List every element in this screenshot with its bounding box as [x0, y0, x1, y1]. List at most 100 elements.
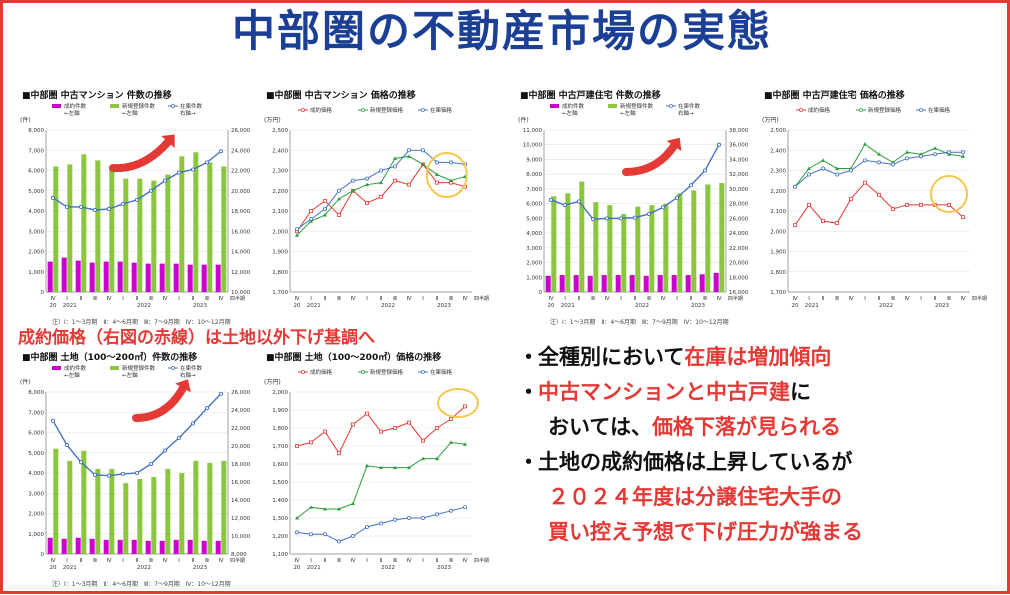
trend-arrow [132, 384, 187, 422]
legend-label: 成約価格 [808, 106, 831, 114]
bullet-line: ２０２４年度は分譲住宅大手の [518, 480, 998, 515]
point [835, 221, 839, 226]
trend-arrow [622, 142, 678, 176]
point-stock [176, 435, 182, 440]
point-stock [218, 391, 224, 396]
legend-marker [421, 370, 425, 374]
year-label: 2022 [381, 303, 395, 309]
x-tick-label: Ⅱ [80, 558, 83, 564]
y-tick-label: 2,400 [272, 148, 288, 154]
bullet-line: おいては、価格下落が見られる [518, 410, 998, 445]
year-label: 20 [294, 303, 301, 309]
point-stock [120, 471, 126, 476]
y-tick-label: 1,400 [272, 498, 288, 504]
x-tick-label: Ⅳ [904, 296, 910, 302]
bar-newlist [151, 180, 157, 292]
point-stock [78, 204, 84, 209]
y2-tick-label: 18,000 [231, 462, 251, 468]
year-label: 2021 [63, 565, 77, 571]
y2-tick-label: 16,000 [729, 290, 749, 296]
y-tick-label: 3,000 [526, 246, 542, 252]
point [435, 180, 439, 185]
series-line [794, 151, 963, 188]
point-stock [134, 470, 140, 476]
x-tick-label: Ⅲ [591, 296, 595, 302]
point [323, 198, 327, 203]
series-line [794, 181, 964, 226]
y2-tick-label: 36,000 [729, 143, 749, 149]
chart-svg: (件) 0 1,000 2,000 3,000 4,000 5,000 6,000 7,000 8… [518, 102, 749, 309]
point [918, 154, 923, 159]
y-tick-label: 11,000 [523, 128, 543, 134]
legend-swatch [608, 104, 617, 108]
y2-tick-label: 34,000 [729, 157, 749, 163]
legend-label: 成約価格 [310, 106, 333, 114]
bar-newlist [67, 460, 73, 554]
highlight-circle [437, 388, 479, 418]
year-label: 2023 [691, 303, 705, 309]
y2-tick-label: 26,000 [231, 390, 251, 396]
bar-newlist [165, 174, 171, 292]
legend-label: 成約件数 [64, 102, 87, 110]
bar-contract [131, 262, 137, 292]
point [337, 451, 341, 456]
point [365, 411, 369, 416]
y-axis-label: (万円) [264, 117, 281, 124]
y2-tick-label: 20,000 [729, 261, 749, 267]
x-tick-label: Ⅱ [878, 296, 881, 302]
series-line [296, 441, 466, 519]
x-tick-label: Ⅱ [136, 296, 139, 302]
y2-tick-label: 18,000 [231, 209, 251, 215]
x-tick-label: Ⅳ [162, 296, 168, 302]
y2-tick-label: 24,000 [231, 408, 251, 414]
bar-newlist [551, 196, 557, 292]
bar-newlist [221, 460, 227, 554]
point-stock [688, 183, 694, 188]
point-stock [50, 418, 56, 423]
chart-title: ■中部圏 土地（100～200㎡）価格の推移 [266, 353, 442, 363]
point [351, 178, 356, 183]
chart-title: ■中部圏 中古戸建住宅 件数の推移 [520, 91, 661, 101]
x-tick-label: Ⅲ [205, 558, 209, 564]
bar-newlist [137, 479, 143, 554]
y-tick-label: 7,000 [28, 410, 44, 416]
y-tick-label: 1,800 [272, 270, 288, 276]
point [393, 156, 397, 160]
bar-newlist [179, 156, 185, 292]
y2-tick-label: 14,000 [231, 498, 251, 504]
legend-marker [421, 108, 425, 112]
point [365, 463, 369, 468]
x-tick-label: Ⅳ [548, 296, 554, 302]
year-label: 2021 [307, 303, 321, 309]
year-label: 2023 [437, 565, 451, 571]
x-tick-label: Ⅳ [218, 296, 224, 302]
bullet-list: ・全種別において在庫は増加傾向 ・中古マンションと中古戸建に おいては、価格下落が見… [518, 340, 998, 550]
year-label: 20 [792, 303, 799, 309]
bar-newlist [193, 460, 199, 554]
bar-contract [117, 261, 123, 292]
x-tick-label: Ⅰ [66, 296, 68, 302]
point [351, 422, 355, 427]
point-stock [148, 188, 154, 193]
bar-newlist [53, 166, 59, 292]
legend-label: 在庫件数 [678, 102, 701, 110]
chart-panel-house-count: ■中部圏 中古戸建住宅 件数の推移 (件) 0 1,000 2,000 3,000 4,0… [516, 88, 754, 333]
bar-contract [629, 275, 635, 292]
x-tick-label: Ⅳ [106, 558, 112, 564]
point [295, 227, 300, 232]
x-tick-label: Ⅱ [324, 558, 327, 564]
y-tick-label: 2,300 [272, 169, 288, 175]
legend-label: ←左軸 [122, 371, 138, 379]
x-axis-suffix: 四半期 [230, 557, 245, 564]
bar-contract [89, 538, 95, 554]
y-tick-label: 2,200 [272, 189, 288, 195]
point-stock [576, 199, 582, 204]
bar-contract [615, 275, 621, 292]
bullet-text: 価格下落が見られる [651, 415, 841, 439]
point [309, 217, 314, 222]
x-tick-label: Ⅳ [162, 558, 168, 564]
x-tick-label: Ⅱ [578, 296, 581, 302]
y-tick-label: 2,100 [770, 209, 786, 215]
legend-label: 在庫価格 [928, 106, 951, 114]
x-tick-label: Ⅱ [822, 296, 825, 302]
